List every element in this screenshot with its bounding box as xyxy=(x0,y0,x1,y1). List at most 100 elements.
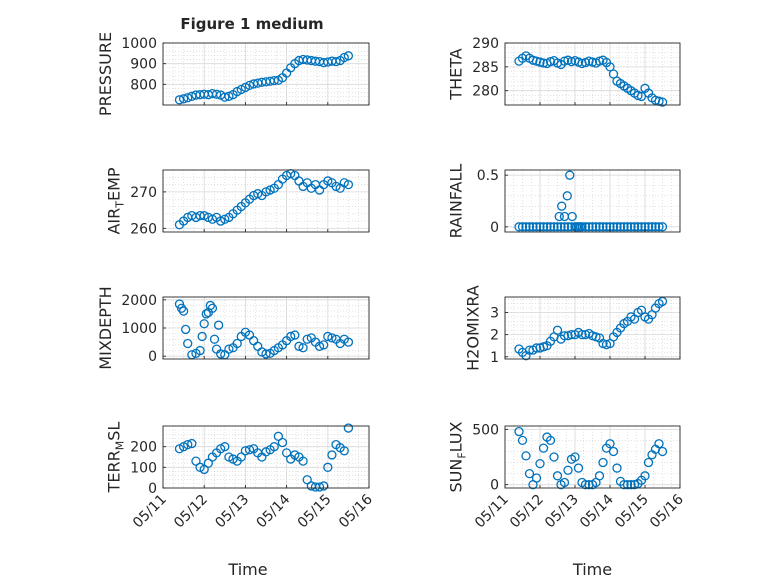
data-point xyxy=(298,456,308,466)
data-point xyxy=(216,349,226,359)
data-point xyxy=(327,333,337,343)
y-axis-label: MIXDEPTH xyxy=(96,286,115,369)
axes-box xyxy=(162,42,370,106)
y-tick-label: 1000 xyxy=(121,321,157,337)
data-point xyxy=(556,222,566,232)
data-point xyxy=(629,222,640,232)
data-point xyxy=(514,426,524,437)
y-axis-label: PRESSURE xyxy=(96,32,115,116)
data-point xyxy=(566,222,577,232)
data-point xyxy=(580,222,591,232)
data-point xyxy=(562,191,572,201)
data-point xyxy=(331,181,341,192)
data-point xyxy=(608,69,619,79)
data-point xyxy=(174,299,185,309)
y-axis-label: H2OMIXRA xyxy=(464,285,483,371)
data-point xyxy=(197,331,207,342)
data-point xyxy=(594,471,605,481)
data-point xyxy=(622,222,633,232)
data-point xyxy=(612,463,622,473)
y-tick-label: 200 xyxy=(130,440,157,456)
data-point xyxy=(213,320,224,330)
subplot-2: 280 285 290 THETA xyxy=(447,36,681,107)
subplot-1: 800 900 1000 PRESSURE xyxy=(96,32,370,116)
x-tick-label: 05/15 xyxy=(612,492,652,532)
data-point xyxy=(557,201,567,211)
data-point xyxy=(302,334,312,344)
data-point xyxy=(323,462,333,472)
y-axis-label: THETA xyxy=(447,48,466,100)
subplot-8: 0 500SUNFLUX05/1105/1205/1305/1405/1505/1… xyxy=(447,421,687,579)
data-point xyxy=(640,471,650,481)
data-point xyxy=(552,325,563,335)
data-point xyxy=(183,93,193,103)
data-point xyxy=(183,338,193,349)
data-point xyxy=(205,300,216,311)
y-tick-label: 3 xyxy=(490,306,499,322)
data-point xyxy=(514,222,524,232)
x-tick-label: 05/13 xyxy=(212,492,252,532)
y-tick-label: 900 xyxy=(130,57,157,73)
y-tick-label: 260 xyxy=(130,221,157,237)
data-point xyxy=(622,480,633,490)
data-point xyxy=(343,337,354,347)
data-point xyxy=(577,222,587,232)
data-point xyxy=(269,75,279,86)
data-point xyxy=(199,319,209,329)
x-tick-label: 05/14 xyxy=(254,491,294,531)
data-point xyxy=(626,222,636,232)
y-tick-label: 0 xyxy=(490,220,499,236)
data-point xyxy=(199,210,209,221)
data-point xyxy=(343,51,354,61)
data-point xyxy=(538,222,549,232)
axes-box xyxy=(504,169,681,233)
data-point xyxy=(554,211,564,222)
x-tick-label: 05/11 xyxy=(130,492,170,532)
data-point xyxy=(524,222,535,232)
data-point xyxy=(657,446,668,457)
data-point xyxy=(542,222,552,232)
axes-box xyxy=(504,42,681,106)
data-point xyxy=(654,222,664,232)
subplot-6: 1 2 3 H2OMIXRA xyxy=(464,285,681,371)
y-axis-label: AIRTEMP xyxy=(105,167,127,234)
data-point xyxy=(594,222,605,232)
data-point xyxy=(619,222,629,232)
data-point xyxy=(203,458,213,468)
data-point xyxy=(559,331,570,341)
data-point xyxy=(531,222,542,232)
data-point xyxy=(598,457,608,468)
data-point xyxy=(178,94,189,104)
x-axis-label: Time xyxy=(227,560,267,579)
subplot-4: 0 0.5 RAINFALL xyxy=(447,164,681,238)
data-point xyxy=(281,448,292,458)
y-tick-label: 0 xyxy=(148,481,157,497)
y-tick-label: 0 xyxy=(148,349,157,365)
data-point xyxy=(339,52,349,63)
figure-title: Figure 1 medium xyxy=(180,15,323,33)
y-tick-label: 2 xyxy=(490,328,499,344)
data-point xyxy=(319,340,329,350)
data-point xyxy=(327,450,337,460)
data-point xyxy=(314,482,325,492)
data-point xyxy=(290,330,300,340)
data-point xyxy=(199,464,209,475)
data-point xyxy=(220,442,230,452)
data-point xyxy=(612,222,622,232)
data-point xyxy=(323,331,333,342)
data-point xyxy=(517,435,528,446)
data-point xyxy=(552,471,563,481)
data-point xyxy=(224,344,234,354)
data-point xyxy=(587,222,598,232)
data-point xyxy=(584,222,594,232)
data-point xyxy=(643,457,654,468)
x-tick-label: 05/16 xyxy=(647,491,687,531)
y-tick-label: 1000 xyxy=(121,36,157,52)
data-point xyxy=(615,222,626,232)
data-point xyxy=(573,463,584,473)
data-point xyxy=(244,80,255,91)
y-tick-label: 0.5 xyxy=(477,168,499,184)
data-point xyxy=(577,329,587,340)
data-point xyxy=(608,446,619,457)
